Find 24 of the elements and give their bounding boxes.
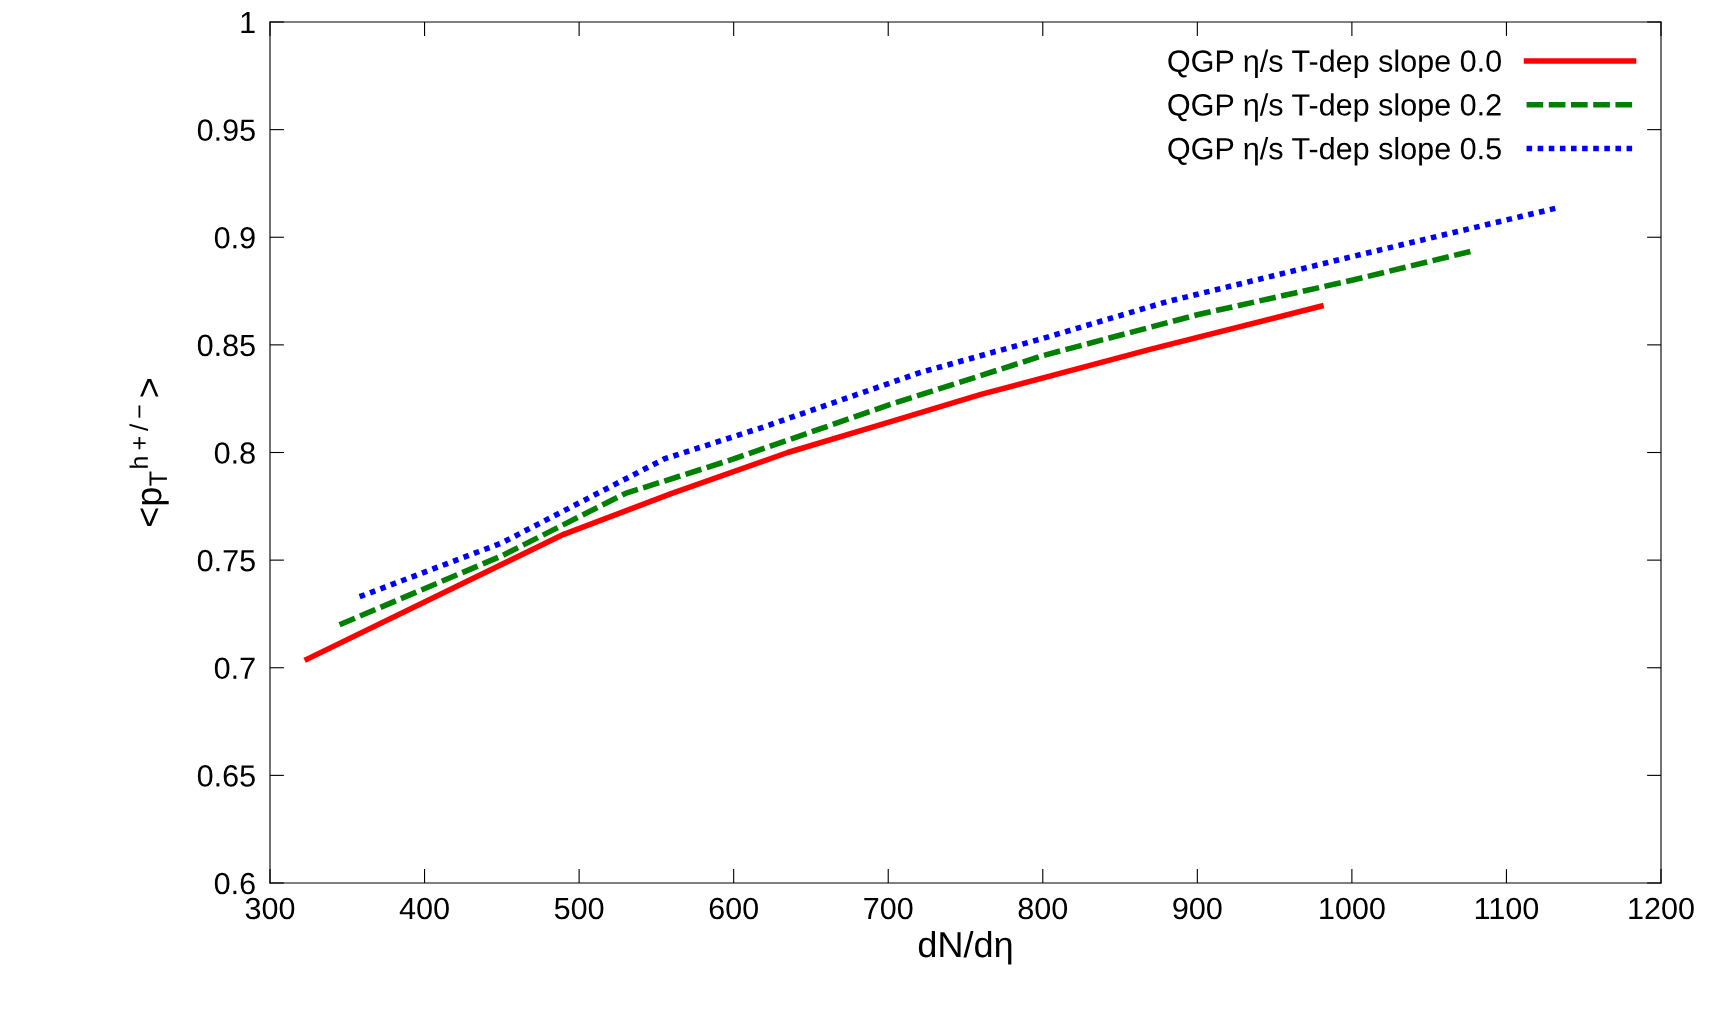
y-tick-label: 0.85 (197, 334, 255, 357)
x-tick-label: 1100 (1475, 897, 1539, 920)
y-tick-label: 0.65 (197, 765, 255, 787)
x-tick-label: 800 (1018, 897, 1068, 920)
legend-label: QGP η/s T-dep slope 0.2 (1168, 93, 1501, 122)
y-tick-label: 0.9 (214, 226, 255, 249)
y-tick-label: 0.6 (214, 872, 255, 895)
x-tick-label: 1000 (1320, 897, 1385, 920)
y-tick-label: 0.75 (197, 549, 255, 572)
y-tick-label: 0.95 (197, 119, 255, 141)
x-tick-label: 900 (1173, 897, 1222, 920)
x-tick-label: 700 (864, 897, 913, 920)
x-tick-label: 600 (709, 897, 758, 920)
x-axis-title: dN/dη (918, 930, 1012, 965)
y-tick-label: 0.8 (214, 442, 255, 464)
x-tick-label: 500 (554, 897, 604, 920)
y-tick-label: 1 (241, 12, 255, 34)
legend-label: QGP η/s T-dep slope 0.5 (1168, 137, 1501, 166)
x-tick-label: 400 (399, 897, 449, 920)
legend-label: QGP η/s T-dep slope 0.0 (1168, 49, 1501, 78)
y-axis-title: <p$_{T}$$^{h+/−}$> (129, 378, 169, 527)
y-tick-label: 0.7 (214, 657, 255, 680)
x-tick-label: 300 (245, 897, 295, 920)
x-tick-label: 1200 (1629, 897, 1694, 920)
